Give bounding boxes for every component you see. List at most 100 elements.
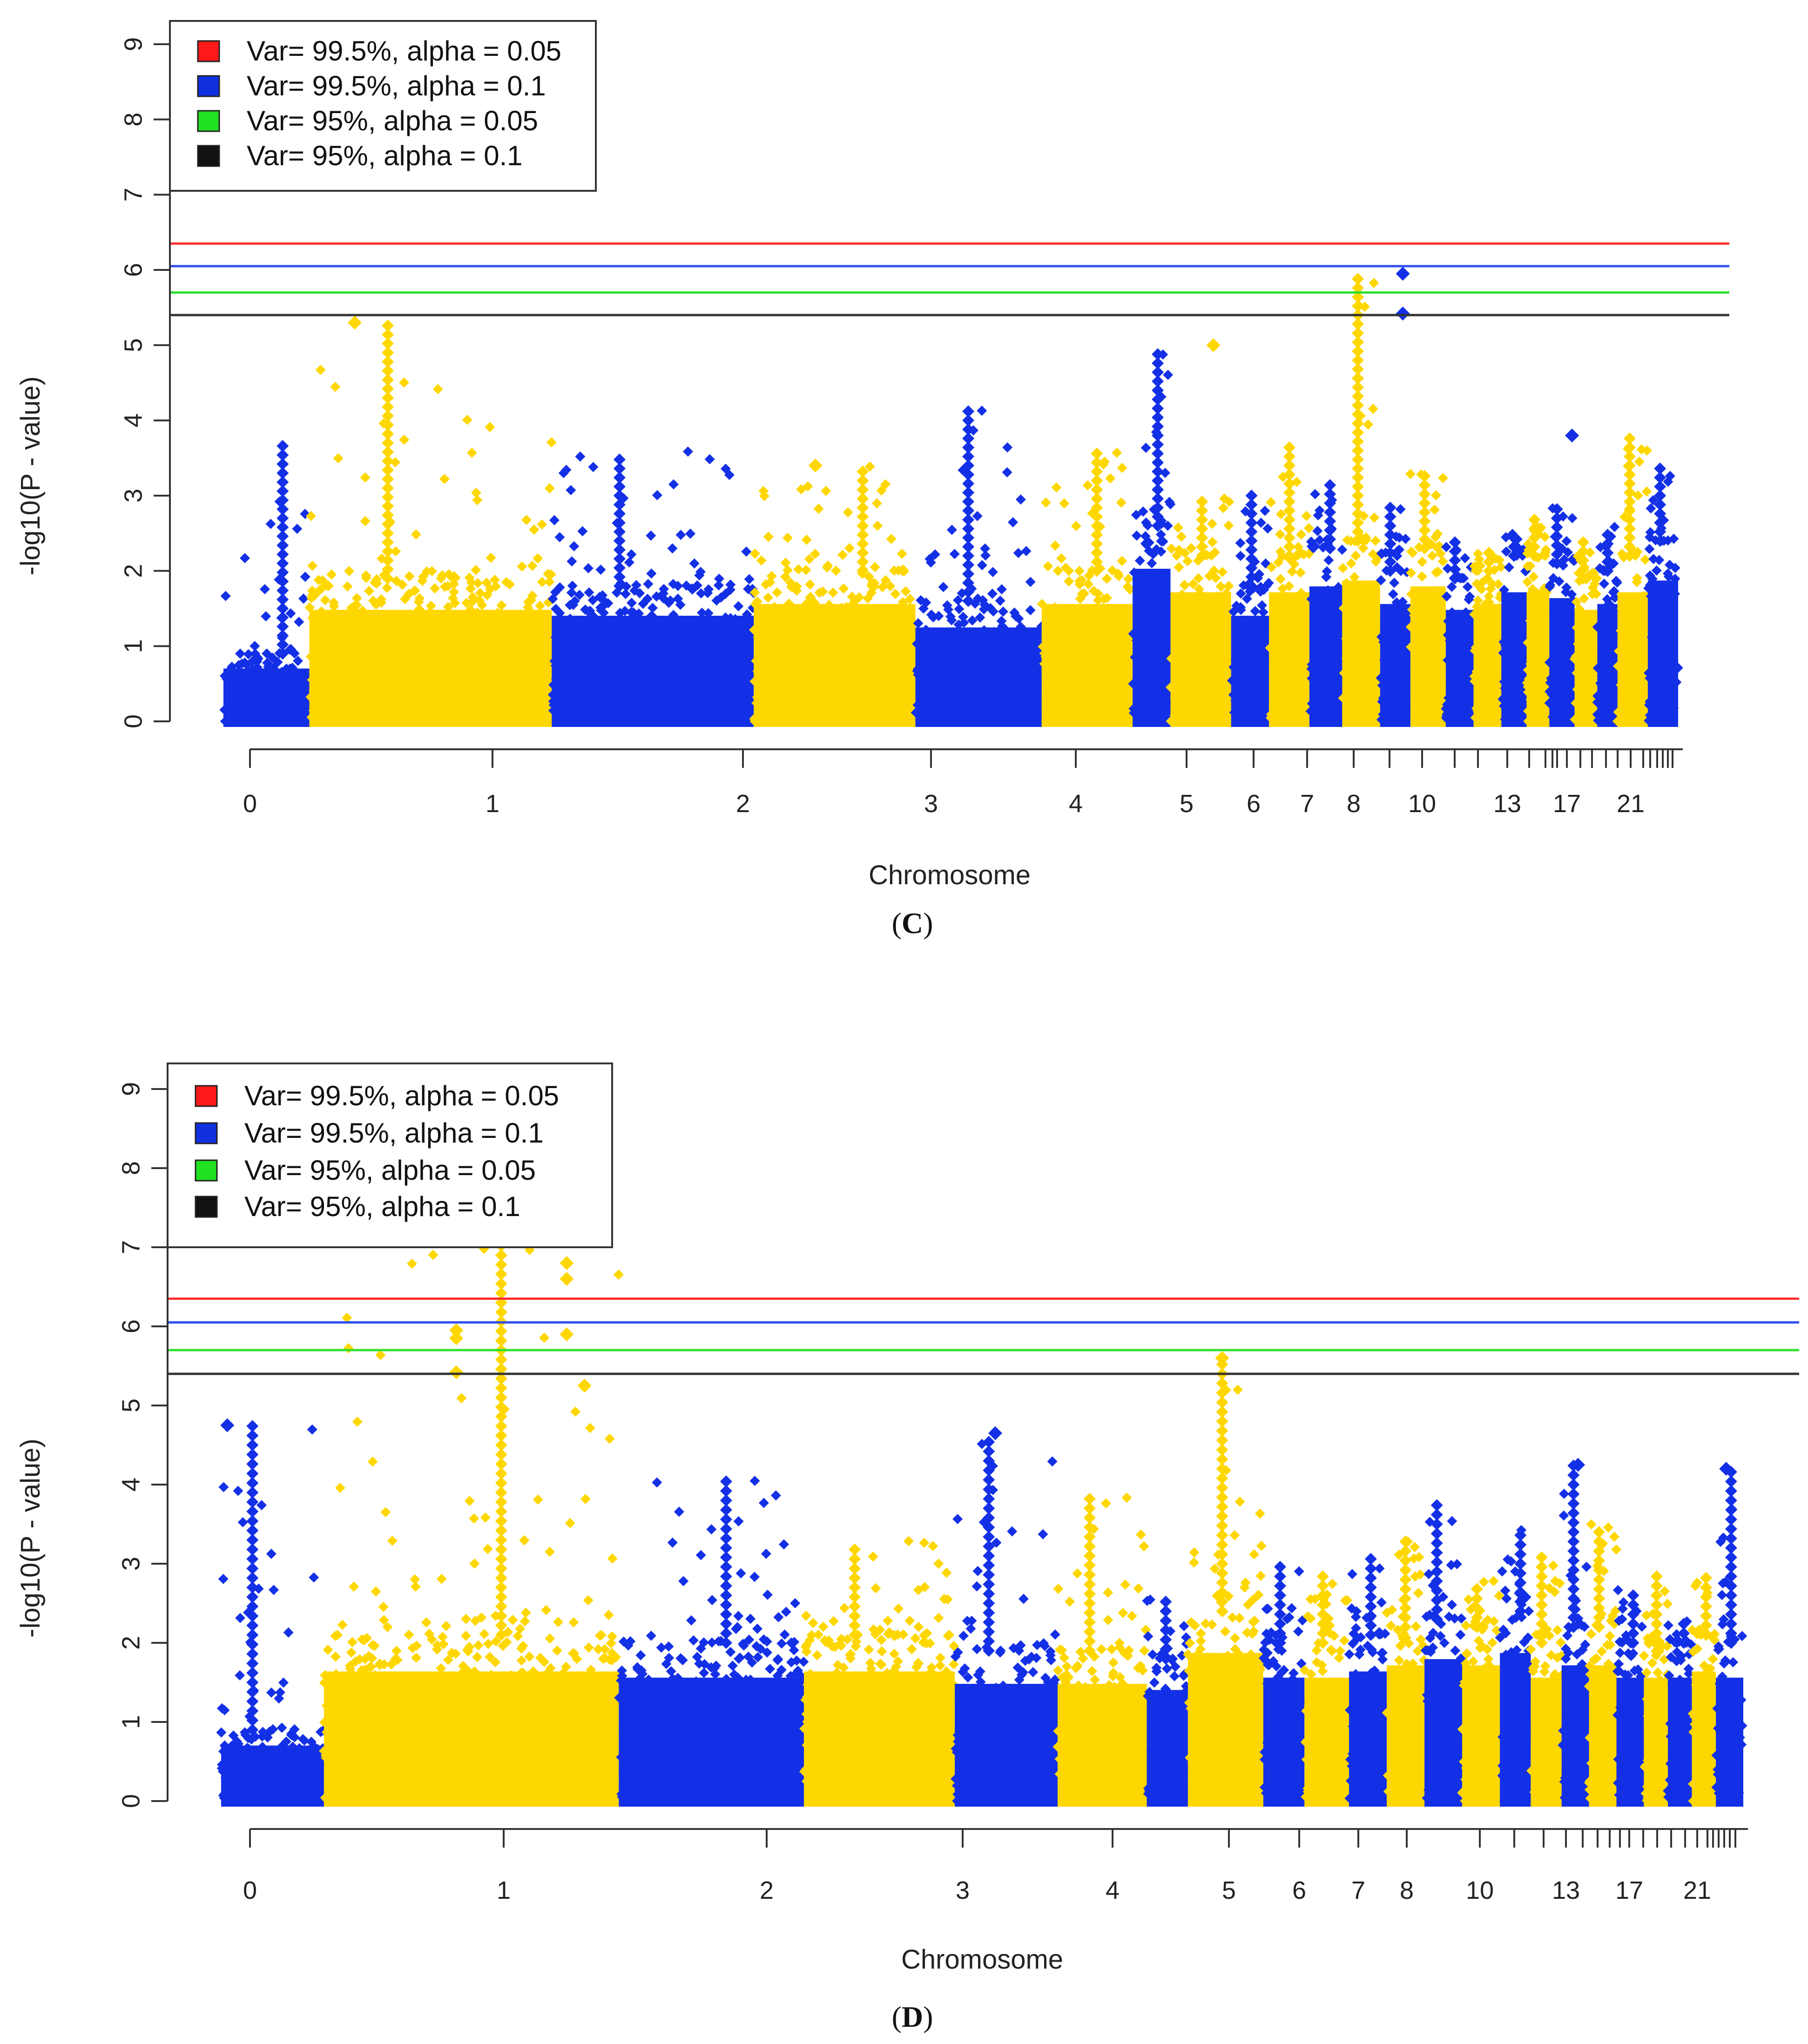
- chromosome-points-14: [1441, 536, 1479, 727]
- highlight-point: [1719, 1462, 1734, 1476]
- y-tick-label: 8: [119, 113, 147, 127]
- panel-label: (C): [892, 907, 933, 940]
- x-tick-label: 7: [1351, 1876, 1365, 1904]
- legend-box: [167, 1062, 613, 1248]
- y-tick-label: 5: [117, 1399, 145, 1412]
- x-tick-label: 8: [1400, 1876, 1414, 1904]
- chromosome-points-16: [1498, 529, 1531, 727]
- x-tick-label: 17: [1553, 790, 1581, 818]
- legend-label: Var= 95%, alpha = 0.1: [244, 1191, 520, 1222]
- chromosome-markers-15: [1469, 546, 1506, 726]
- chromosome-markers-12: [1376, 501, 1415, 726]
- y-tick-label: 3: [119, 489, 147, 503]
- y-tick-label: 7: [119, 188, 147, 202]
- panel-label-part: (: [892, 2000, 902, 2033]
- chromosome-points-9: [1299, 1570, 1353, 1807]
- y-tick-label: 3: [117, 1557, 145, 1571]
- highlight-point: [449, 1331, 464, 1345]
- chromosome-points-14: [1495, 1525, 1536, 1807]
- chromosome-points-20: [1663, 1616, 1697, 1807]
- chromosome-markers-6: [1142, 1594, 1193, 1805]
- legend-label: Var= 95%, alpha = 0.05: [247, 105, 538, 136]
- chromosome-points-5: [1052, 1493, 1152, 1807]
- chromosome-points-3: [799, 1536, 959, 1807]
- x-tick-label: 2: [736, 790, 750, 818]
- panel-label: (D): [892, 2000, 933, 2033]
- y-tick-label: 6: [119, 263, 147, 277]
- x-tick-label: 10: [1466, 1876, 1494, 1904]
- chromosome-markers-13: [1405, 469, 1450, 726]
- y-axis-title: -log10(P - value): [15, 1439, 46, 1638]
- chromosome-markers-10: [1344, 1553, 1392, 1806]
- panel-D: 0 1 2 3 4 5 6 7 8 9 -log10(P - value) 0 1 2 3 4 5 6 7 8 10 13…: [15, 1062, 1799, 2033]
- chromosome-markers-2: [614, 1475, 809, 1806]
- chromosome-points-18: [1544, 503, 1579, 727]
- chromosome-markers-10: [1305, 479, 1348, 726]
- chromosome-points-0: [216, 1420, 329, 1807]
- y-tick-label: 6: [117, 1319, 145, 1333]
- legend-swatch: [197, 145, 220, 167]
- highlight-point: [808, 458, 823, 473]
- chromosome-markers-14: [1441, 536, 1479, 726]
- x-tick-label: 4: [1106, 1876, 1120, 1904]
- x-tick-label: 10: [1408, 790, 1436, 818]
- x-tick-label: 6: [1247, 790, 1261, 818]
- legend-swatch: [195, 1122, 218, 1144]
- y-tick-label: 2: [119, 564, 147, 578]
- x-axis-title: Chromosome: [901, 1944, 1063, 1975]
- panel-label-part: C: [902, 907, 923, 940]
- legend-swatch: [195, 1159, 218, 1182]
- legend-box: [169, 20, 597, 192]
- x-axis-title: Chromosome: [869, 860, 1031, 890]
- x-tick-label: 5: [1222, 1876, 1236, 1904]
- chromosome-markers-4: [950, 1436, 1062, 1806]
- chromosome-markers-5: [1052, 1493, 1152, 1806]
- chromosome-points-9: [1265, 441, 1314, 727]
- chromosome-markers-4: [911, 405, 1047, 726]
- chromosome-markers-8: [1227, 490, 1274, 726]
- chromosome-points-19: [1639, 1570, 1673, 1807]
- chromosome-markers-18: [1612, 1585, 1649, 1806]
- chromosome-markers-14: [1495, 1525, 1536, 1806]
- chromosome-markers-19: [1569, 536, 1603, 726]
- y-tick-label: 8: [117, 1161, 145, 1175]
- chromosome-points-8: [1227, 490, 1274, 727]
- legend-label: Var= 95%, alpha = 0.1: [247, 140, 523, 171]
- chromosome-points-17: [1584, 1519, 1622, 1807]
- x-tick-label: 2: [760, 1876, 774, 1904]
- x-tick-label: 21: [1683, 1876, 1711, 1904]
- chromosome-markers-9: [1299, 1570, 1353, 1806]
- chromosome-markers-7: [1183, 1358, 1268, 1806]
- chromosome-points-22: [1711, 1466, 1747, 1807]
- chromosome-markers-0: [216, 1420, 329, 1806]
- chromosome-points-13: [1457, 1576, 1504, 1807]
- highlight-point: [988, 1426, 1002, 1440]
- scatter-points: [219, 273, 1683, 727]
- chromosome-points-1: [319, 1220, 624, 1807]
- chromosome-markers-21: [1612, 432, 1653, 726]
- chromosome-points-5: [1037, 447, 1137, 727]
- y-tick-label: 4: [117, 1478, 145, 1492]
- chromosome-points-21: [1612, 432, 1653, 727]
- y-tick-label: 4: [119, 413, 147, 427]
- highlight-point: [1571, 1458, 1585, 1472]
- y-tick-label: 1: [119, 639, 147, 653]
- highlight-point: [560, 1327, 574, 1341]
- chromosome-points-21: [1687, 1572, 1721, 1807]
- chromosome-markers-3: [749, 461, 919, 726]
- chromosome-markers-8: [1258, 1560, 1309, 1806]
- x-tick-label: 0: [243, 790, 257, 818]
- chromosome-markers-3: [799, 1536, 959, 1806]
- highlight-point: [560, 1256, 574, 1270]
- x-tick-label: 7: [1300, 790, 1314, 818]
- x-tick-label: 8: [1347, 790, 1361, 818]
- chromosome-points-15: [1525, 1551, 1567, 1807]
- legend-label: Var= 99.5%, alpha = 0.1: [244, 1117, 544, 1149]
- panel-label-part: D: [902, 2000, 923, 2033]
- chromosome-markers-12: [1420, 1499, 1467, 1806]
- highlight-point: [1206, 338, 1221, 352]
- chromosome-markers-16: [1558, 1459, 1594, 1806]
- chromosome-markers-1: [304, 319, 557, 726]
- highlight-point: [449, 1365, 464, 1379]
- x-tick-label: 3: [956, 1876, 970, 1904]
